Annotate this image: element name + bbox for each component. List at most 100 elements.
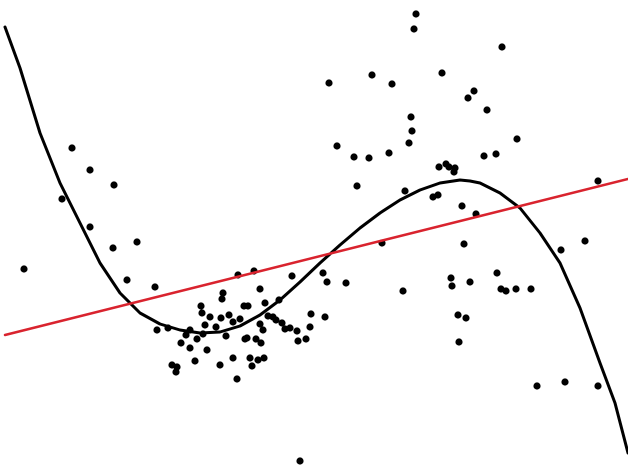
data-point bbox=[201, 321, 209, 329]
data-point bbox=[306, 323, 314, 331]
data-point bbox=[20, 265, 28, 273]
data-point bbox=[203, 346, 211, 354]
data-point bbox=[233, 375, 241, 383]
data-point bbox=[353, 182, 361, 190]
data-point bbox=[296, 457, 304, 465]
data-point bbox=[561, 378, 569, 386]
data-point bbox=[451, 164, 459, 172]
data-point bbox=[512, 285, 520, 293]
data-point bbox=[293, 327, 301, 335]
data-point bbox=[218, 295, 226, 303]
data-point bbox=[458, 202, 466, 210]
data-point bbox=[594, 382, 602, 390]
polynomial-fit-curve bbox=[3, 25, 628, 455]
data-point bbox=[454, 311, 462, 319]
data-point bbox=[260, 354, 268, 362]
data-point bbox=[438, 69, 446, 77]
data-point bbox=[483, 106, 491, 114]
data-point bbox=[278, 319, 286, 327]
data-point bbox=[254, 356, 262, 364]
data-point bbox=[206, 313, 214, 321]
data-point bbox=[198, 309, 206, 317]
data-point bbox=[86, 166, 94, 174]
data-point bbox=[492, 150, 500, 158]
data-point bbox=[455, 338, 463, 346]
data-point bbox=[388, 80, 396, 88]
data-point bbox=[448, 282, 456, 290]
data-point bbox=[252, 335, 260, 343]
data-point bbox=[229, 318, 237, 326]
data-point bbox=[307, 310, 315, 318]
data-point bbox=[225, 311, 233, 319]
data-point bbox=[502, 287, 510, 295]
data-point bbox=[193, 335, 201, 343]
data-point bbox=[462, 314, 470, 322]
data-point bbox=[286, 324, 294, 332]
data-point bbox=[325, 79, 333, 87]
data-point bbox=[557, 246, 565, 254]
data-point bbox=[350, 153, 358, 161]
data-point bbox=[177, 339, 185, 347]
data-point bbox=[342, 279, 350, 287]
data-point bbox=[513, 135, 521, 143]
data-point bbox=[407, 113, 415, 121]
data-point bbox=[533, 382, 541, 390]
data-point bbox=[173, 363, 181, 371]
data-point bbox=[244, 302, 252, 310]
data-point bbox=[319, 269, 327, 277]
data-point bbox=[246, 354, 254, 362]
data-point bbox=[405, 139, 413, 147]
data-point bbox=[408, 127, 416, 135]
data-point bbox=[401, 187, 409, 195]
data-point bbox=[219, 289, 227, 297]
data-point bbox=[151, 283, 159, 291]
data-point bbox=[581, 237, 589, 245]
data-point bbox=[197, 302, 205, 310]
data-point bbox=[321, 313, 329, 321]
data-point bbox=[217, 314, 225, 322]
data-point bbox=[123, 276, 131, 284]
data-point bbox=[435, 163, 443, 171]
data-point bbox=[229, 354, 237, 362]
linear-fit-line bbox=[3, 177, 628, 337]
data-point bbox=[261, 299, 269, 307]
data-point bbox=[216, 361, 224, 369]
data-point bbox=[272, 316, 280, 324]
data-point bbox=[186, 344, 194, 352]
data-point bbox=[527, 285, 535, 293]
data-point bbox=[86, 223, 94, 231]
data-points bbox=[20, 10, 602, 465]
data-point bbox=[410, 25, 418, 33]
data-point bbox=[153, 326, 161, 334]
data-point bbox=[236, 315, 244, 323]
data-point bbox=[288, 272, 296, 280]
data-point bbox=[256, 320, 264, 328]
data-point bbox=[445, 163, 453, 171]
data-point bbox=[133, 238, 141, 246]
data-point bbox=[498, 43, 506, 51]
data-point bbox=[243, 334, 251, 342]
data-point bbox=[464, 94, 472, 102]
data-point bbox=[480, 152, 488, 160]
data-point bbox=[412, 10, 420, 18]
data-point bbox=[333, 142, 341, 150]
data-point bbox=[248, 362, 256, 370]
data-point bbox=[434, 191, 442, 199]
data-point bbox=[365, 154, 373, 162]
data-point bbox=[212, 323, 220, 331]
fit-lines bbox=[3, 25, 628, 455]
data-point bbox=[259, 326, 267, 334]
data-point bbox=[470, 87, 478, 95]
data-point bbox=[182, 331, 190, 339]
data-point bbox=[257, 339, 265, 347]
data-point bbox=[58, 195, 66, 203]
data-point bbox=[493, 269, 501, 277]
data-point bbox=[460, 240, 468, 248]
data-point bbox=[594, 177, 602, 185]
data-point bbox=[368, 71, 376, 79]
data-point bbox=[323, 278, 331, 286]
data-point bbox=[385, 149, 393, 157]
data-point bbox=[191, 357, 199, 365]
